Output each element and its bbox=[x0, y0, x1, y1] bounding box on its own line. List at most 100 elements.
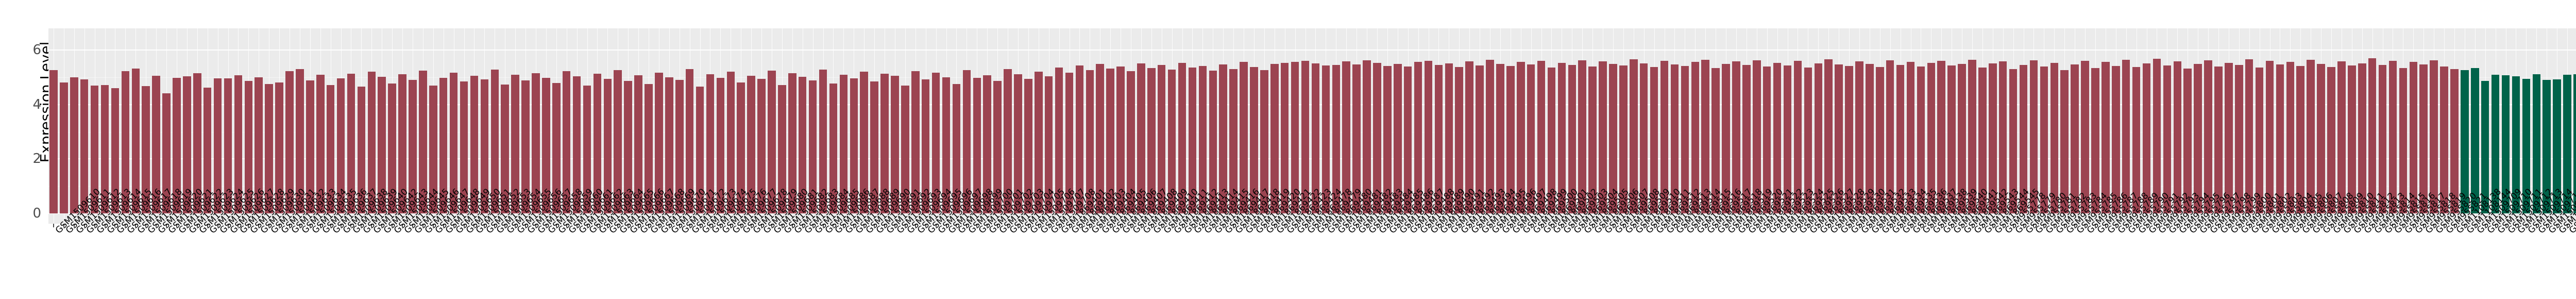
bar[interactable] bbox=[1557, 62, 1566, 213]
bar[interactable] bbox=[439, 78, 448, 213]
bar[interactable] bbox=[1701, 60, 1709, 213]
bar[interactable] bbox=[1044, 76, 1053, 213]
bar[interactable] bbox=[244, 81, 253, 213]
bar[interactable] bbox=[1178, 62, 1187, 213]
bar[interactable] bbox=[2276, 64, 2284, 213]
bar[interactable] bbox=[1147, 68, 1156, 213]
bar[interactable] bbox=[1630, 59, 1638, 213]
bar[interactable] bbox=[1978, 68, 1987, 213]
bar[interactable] bbox=[552, 82, 561, 213]
bar[interactable] bbox=[49, 70, 58, 213]
bar[interactable] bbox=[1917, 66, 1925, 213]
bar[interactable] bbox=[255, 77, 263, 213]
bar[interactable] bbox=[152, 75, 160, 213]
bar[interactable] bbox=[2348, 65, 2356, 213]
bar[interactable] bbox=[911, 71, 920, 213]
bar[interactable] bbox=[2532, 74, 2541, 213]
bar[interactable] bbox=[747, 75, 755, 213]
bar[interactable] bbox=[603, 79, 612, 213]
bar[interactable] bbox=[2307, 60, 2315, 213]
bar[interactable] bbox=[100, 85, 109, 213]
bar[interactable] bbox=[1075, 65, 1084, 213]
bar[interactable] bbox=[1383, 65, 1392, 213]
bar[interactable] bbox=[2512, 76, 2520, 213]
bar[interactable] bbox=[942, 77, 951, 213]
bar[interactable] bbox=[1394, 63, 1402, 213]
bar[interactable] bbox=[2112, 65, 2120, 213]
bar[interactable] bbox=[1722, 63, 1730, 213]
bar[interactable] bbox=[2430, 60, 2438, 213]
bar[interactable] bbox=[1762, 66, 1771, 213]
bar[interactable] bbox=[1260, 70, 1268, 213]
bar[interactable] bbox=[2009, 69, 2018, 213]
bar[interactable] bbox=[1240, 62, 1248, 213]
bar[interactable] bbox=[511, 74, 519, 213]
bar[interactable] bbox=[962, 70, 971, 213]
bar[interactable] bbox=[306, 80, 314, 213]
bar[interactable] bbox=[1014, 74, 1022, 213]
bar[interactable] bbox=[2419, 64, 2428, 213]
bar[interactable] bbox=[532, 73, 540, 213]
bar[interactable] bbox=[1188, 68, 1197, 213]
bar[interactable] bbox=[1619, 65, 1628, 213]
bar[interactable] bbox=[1742, 64, 1751, 213]
bar[interactable] bbox=[572, 76, 581, 213]
bar[interactable] bbox=[2265, 61, 2274, 213]
bar[interactable] bbox=[501, 84, 509, 213]
bar[interactable] bbox=[429, 85, 437, 213]
bar[interactable] bbox=[1650, 67, 1658, 213]
bar[interactable] bbox=[378, 76, 386, 213]
bar[interactable] bbox=[2440, 66, 2448, 213]
bar[interactable] bbox=[193, 73, 201, 213]
bar[interactable] bbox=[1332, 64, 1341, 213]
bar[interactable] bbox=[275, 82, 283, 213]
bar[interactable] bbox=[931, 72, 940, 213]
bar[interactable] bbox=[2060, 70, 2069, 213]
bar[interactable] bbox=[1445, 63, 1453, 213]
bar[interactable] bbox=[685, 69, 694, 213]
bar[interactable] bbox=[1116, 66, 1125, 213]
bar[interactable] bbox=[1527, 64, 1535, 213]
bar[interactable] bbox=[1866, 63, 1874, 213]
bar[interactable] bbox=[1588, 66, 1597, 213]
bar[interactable] bbox=[1814, 63, 1823, 213]
bar[interactable] bbox=[2163, 65, 2172, 213]
bar[interactable] bbox=[1609, 63, 1617, 213]
bar[interactable] bbox=[839, 74, 848, 213]
bar[interactable] bbox=[1455, 67, 1464, 213]
bar[interactable] bbox=[2501, 75, 2510, 213]
bar[interactable] bbox=[326, 85, 335, 213]
bar[interactable] bbox=[716, 78, 725, 213]
bar[interactable] bbox=[645, 84, 653, 213]
bar[interactable] bbox=[880, 73, 889, 213]
bar[interactable] bbox=[1167, 70, 1176, 213]
bar[interactable] bbox=[1065, 72, 1074, 213]
bar[interactable] bbox=[2029, 60, 2038, 213]
bar[interactable] bbox=[1927, 62, 1936, 213]
bar[interactable] bbox=[1660, 61, 1669, 213]
bar[interactable] bbox=[1875, 67, 1884, 213]
bar[interactable] bbox=[2081, 61, 2089, 213]
bar[interactable] bbox=[973, 78, 981, 213]
bar[interactable] bbox=[819, 70, 827, 213]
bar[interactable] bbox=[1291, 62, 1299, 213]
bar[interactable] bbox=[1086, 70, 1094, 213]
bar[interactable] bbox=[285, 71, 294, 213]
bar[interactable] bbox=[1855, 61, 1863, 213]
bar[interactable] bbox=[1270, 63, 1279, 213]
bar[interactable] bbox=[778, 85, 786, 213]
bar[interactable] bbox=[1989, 63, 1997, 213]
bar[interactable] bbox=[1670, 64, 1679, 213]
bar[interactable] bbox=[1157, 64, 1166, 213]
bar[interactable] bbox=[901, 85, 909, 213]
bar[interactable] bbox=[624, 81, 632, 213]
bar[interactable] bbox=[80, 79, 89, 213]
bar[interactable] bbox=[1681, 65, 1689, 213]
bar[interactable] bbox=[1804, 68, 1812, 213]
bar[interactable] bbox=[2450, 69, 2459, 213]
bar[interactable] bbox=[2153, 59, 2161, 213]
bar[interactable] bbox=[1424, 61, 1433, 213]
bar[interactable] bbox=[2235, 64, 2243, 213]
bar[interactable] bbox=[316, 74, 325, 213]
bar[interactable] bbox=[726, 72, 735, 213]
